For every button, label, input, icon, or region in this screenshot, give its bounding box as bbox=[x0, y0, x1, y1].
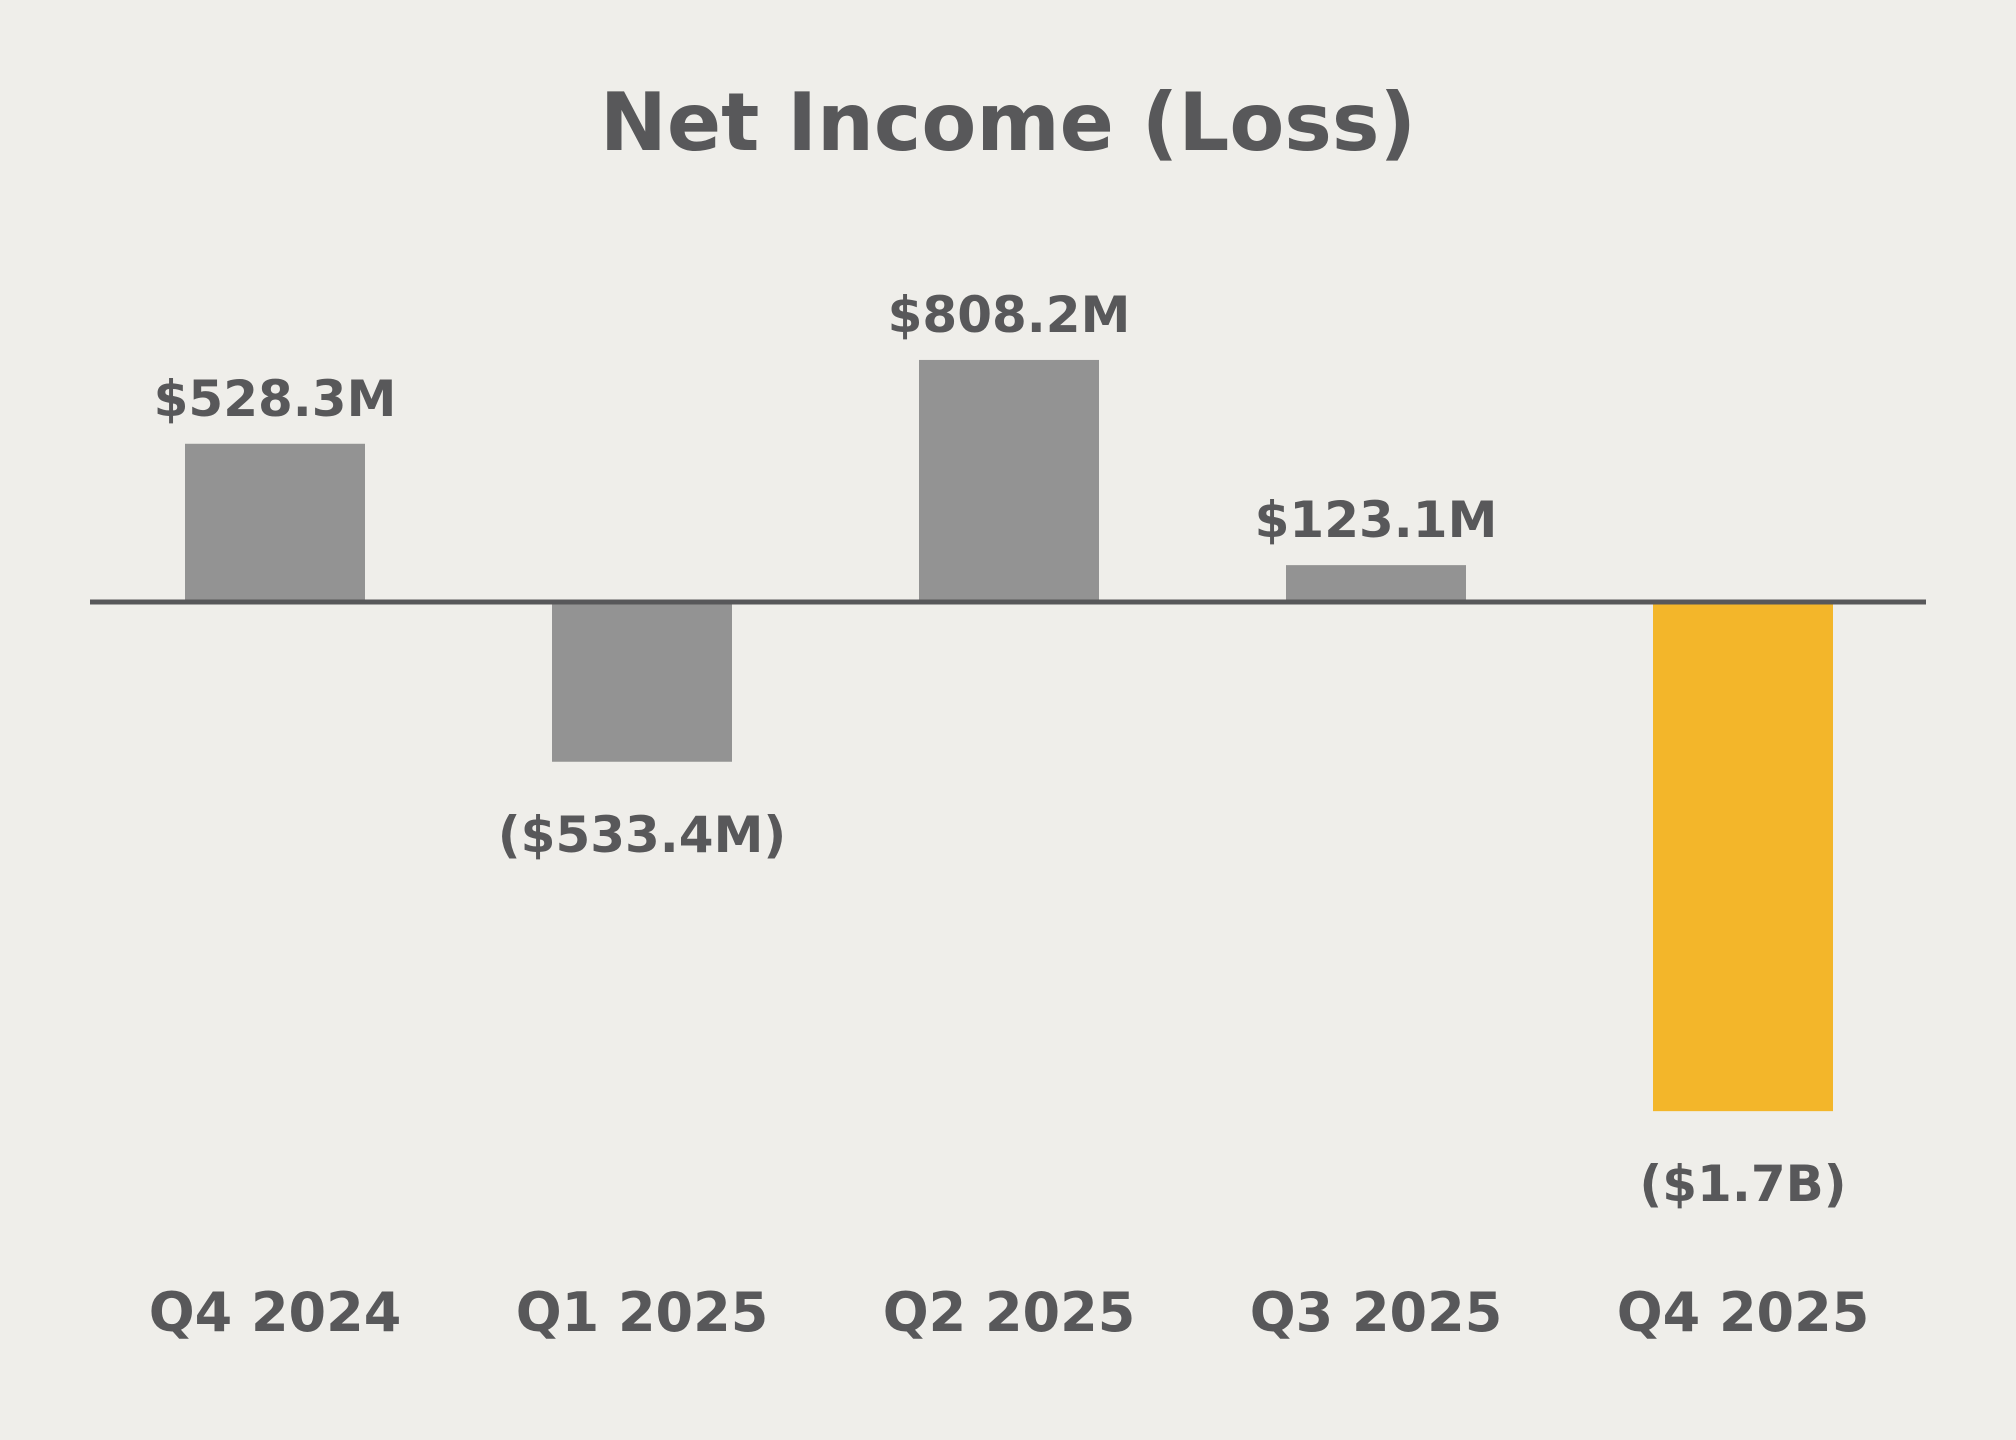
x-tick-label: Q4 2025 bbox=[1617, 1281, 1870, 1344]
bar-q4-2024 bbox=[185, 443, 365, 602]
data-label: $528.3M bbox=[154, 370, 397, 428]
x-tick-label: Q1 2025 bbox=[516, 1281, 769, 1344]
bar-q4-2025 bbox=[1653, 602, 1833, 1112]
data-label: ($1.7B) bbox=[1639, 1155, 1846, 1213]
bar-q2-2025 bbox=[919, 359, 1099, 602]
data-label: ($533.4M) bbox=[498, 806, 786, 864]
x-tick-label: Q2 2025 bbox=[883, 1281, 1136, 1344]
bar-q3-2025 bbox=[1286, 565, 1466, 602]
x-tick-label: Q4 2024 bbox=[149, 1281, 402, 1344]
data-label: $808.2M bbox=[888, 286, 1131, 344]
bar-q1-2025 bbox=[552, 602, 732, 762]
data-label: $123.1M bbox=[1255, 491, 1498, 549]
chart-title: Net Income (Loss) bbox=[600, 76, 1416, 169]
x-tick-label: Q3 2025 bbox=[1250, 1281, 1503, 1344]
